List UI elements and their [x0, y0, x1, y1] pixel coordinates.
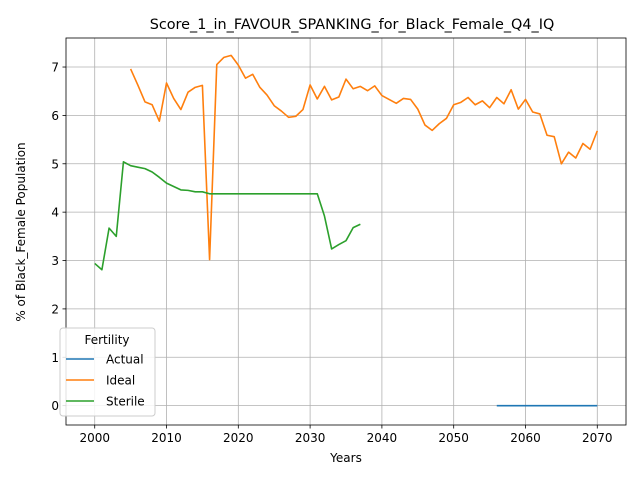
plot-area-frame [65, 37, 627, 426]
chart-title: Score_1_in_FAVOUR_SPANKING_for_Black_Fem… [150, 17, 555, 33]
legend-title: Fertility [84, 333, 129, 347]
x-tick-label: 2020 [223, 431, 254, 445]
y-tick-label: 2 [51, 302, 59, 316]
x-tick-label: 2000 [79, 431, 110, 445]
series-line-sterile [94, 161, 361, 271]
y-tick-label: 3 [51, 254, 59, 268]
legend-box [59, 327, 156, 417]
legend-label-sterile: Sterile [106, 395, 145, 409]
y-tick-label: 1 [51, 351, 59, 365]
x-axis: 2000 2010 2020 2030 2040 2050 2060 2070 [79, 425, 613, 445]
grid [66, 38, 626, 425]
y-tick-label: 7 [51, 61, 59, 75]
y-tick-label: 5 [51, 157, 59, 171]
y-tick-label: 0 [51, 399, 59, 413]
y-tick-label: 4 [51, 206, 59, 220]
x-tick-label: 2070 [582, 431, 613, 445]
x-tick-label: 2060 [510, 431, 541, 445]
legend: Fertility Actual Ideal Sterile [59, 327, 156, 417]
y-axis-label: % of Black_Female Population [14, 142, 28, 321]
legend-label-ideal: Ideal [106, 374, 135, 388]
y-axis: 0 1 2 3 4 5 6 7 [51, 61, 66, 413]
x-axis-label: Years [329, 451, 362, 465]
legend-label-actual: Actual [106, 353, 144, 367]
x-tick-label: 2030 [295, 431, 326, 445]
x-tick-label: 2010 [151, 431, 182, 445]
series-lines [94, 54, 599, 407]
x-tick-label: 2040 [367, 431, 398, 445]
series-line-ideal [129, 54, 599, 261]
y-tick-label: 6 [51, 109, 59, 123]
x-tick-label: 2050 [438, 431, 469, 445]
